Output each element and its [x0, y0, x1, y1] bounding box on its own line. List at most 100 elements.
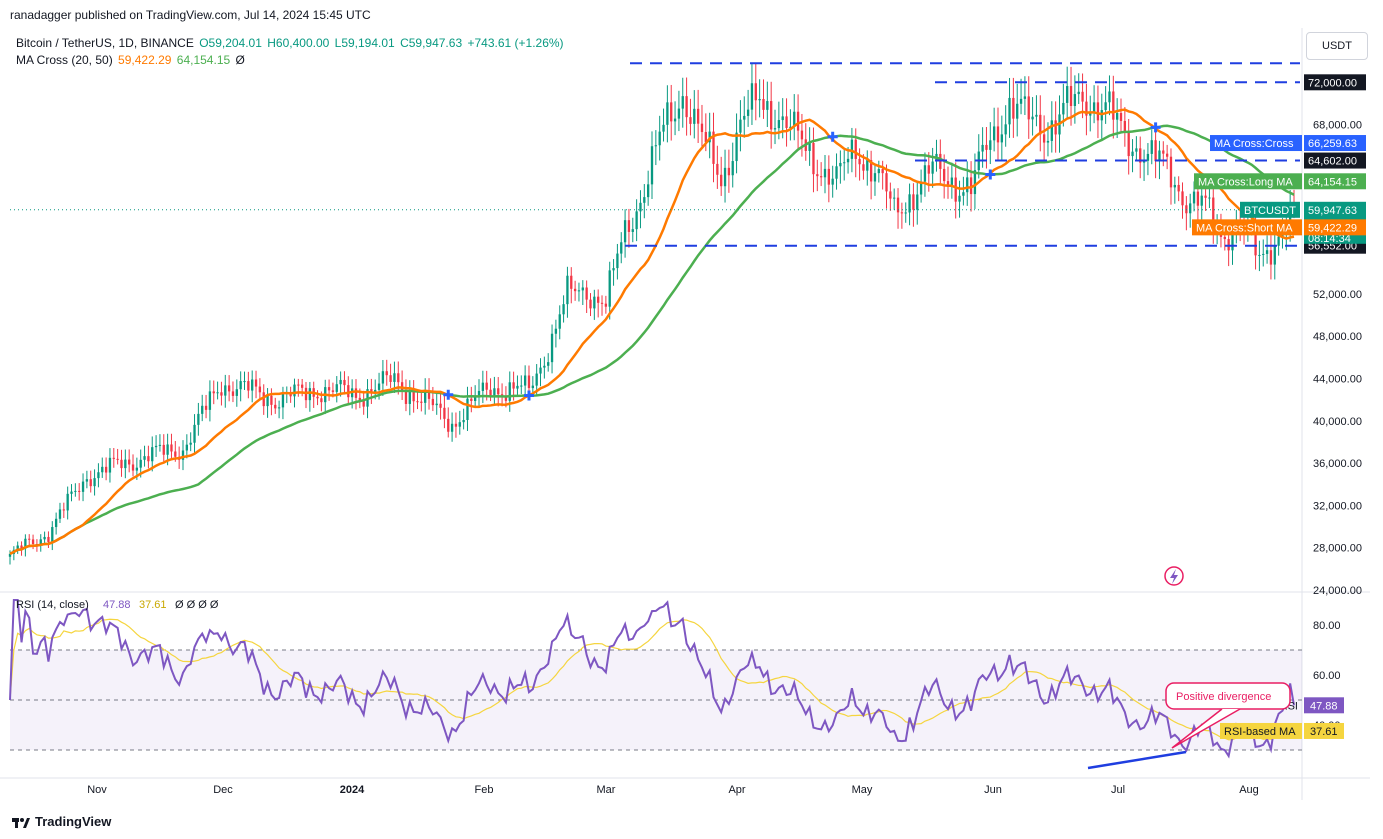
ohlc-change: +743.61 (+1.26%) [467, 36, 564, 50]
candle-body [231, 391, 235, 396]
candle-body [923, 165, 927, 182]
candle-body [1042, 134, 1046, 143]
ma-cross-marker [827, 131, 838, 142]
candle-body [823, 168, 827, 178]
candle-body [154, 445, 158, 448]
candle-body [739, 119, 742, 133]
candle-body [754, 83, 757, 101]
candle-body [439, 403, 442, 408]
candle-body [43, 536, 46, 540]
candle-body [800, 130, 804, 140]
candle-body [424, 390, 427, 403]
candle-body [104, 466, 108, 473]
candle-body [374, 389, 377, 393]
candle-body [1254, 226, 1257, 256]
candle-body [996, 126, 1000, 143]
candle-body [1000, 134, 1003, 143]
candle-body [693, 108, 696, 124]
candle-body [470, 398, 473, 401]
candle-body [1012, 97, 1015, 119]
price-tick-label: 32,000.00 [1313, 500, 1362, 512]
candle-body [981, 144, 984, 152]
candle-body [466, 398, 469, 421]
candle-body [335, 384, 338, 392]
divergence-trendline[interactable] [1087, 750, 1187, 770]
level-price-tag-text: 72,000.00 [1308, 77, 1357, 89]
ma-long-line [9, 124, 1295, 555]
candle-body [16, 545, 19, 550]
price-tick-label: 24,000.00 [1313, 585, 1362, 597]
candle-body [639, 202, 642, 212]
candle-body [128, 459, 131, 465]
time-tick-label: Nov [87, 784, 107, 796]
candle-body [408, 391, 411, 404]
candle-body [1135, 148, 1138, 152]
candle-body [1027, 96, 1030, 120]
candle-body [251, 379, 254, 391]
alert-icon[interactable] [1164, 566, 1184, 586]
candle-body [662, 124, 665, 132]
candle-body [481, 382, 485, 391]
candle-body [1192, 191, 1196, 204]
candle-body [31, 539, 35, 545]
candle-body [189, 442, 192, 445]
candle-body [131, 464, 135, 471]
candle-body [24, 538, 27, 549]
candle-body [308, 388, 312, 401]
candle-body [673, 118, 677, 122]
candle-body [808, 142, 811, 151]
candle-body [1150, 140, 1153, 154]
candle-body [174, 451, 177, 457]
candle-body [946, 181, 950, 187]
ma-cross-tag-text: MA Cross:Cross [1214, 138, 1294, 150]
candle-body [1265, 250, 1269, 254]
candle-body [604, 303, 608, 307]
candle-body [504, 396, 508, 401]
candle-body [512, 382, 515, 389]
candle-body [1019, 98, 1023, 104]
symbol-name[interactable]: Bitcoin / TetherUS, 1D, BINANCE [16, 36, 194, 50]
level-price-tag-text: 64,602.00 [1308, 156, 1357, 168]
candle-body [746, 109, 750, 116]
price-tick-label: 44,000.00 [1313, 373, 1362, 385]
candle-body [412, 391, 415, 402]
candle-body [377, 383, 381, 390]
candle-body [700, 123, 704, 133]
candle-body [1269, 250, 1273, 265]
price-tick-label: 48,000.00 [1313, 331, 1362, 343]
candle-body [989, 140, 992, 150]
candle-body [62, 509, 65, 511]
currency-button[interactable]: USDT [1306, 32, 1368, 60]
candle-body [1116, 112, 1119, 120]
candle-body [301, 384, 304, 388]
candle-body [566, 275, 569, 305]
candle-body [781, 116, 784, 121]
candle-body [1142, 160, 1146, 163]
candle-body [1231, 234, 1234, 251]
candle-body [497, 388, 500, 395]
candle-body [139, 459, 142, 468]
candle-body [266, 395, 269, 407]
time-tick-label: 2024 [340, 784, 365, 796]
ma-cross-marker [443, 389, 454, 400]
rsi-ma-value: 37.61 [139, 599, 167, 611]
alert-bolt-icon [1170, 569, 1178, 584]
candle-body [1262, 253, 1265, 255]
candle-body [389, 375, 392, 382]
candle-body [1089, 112, 1092, 116]
rsi-title[interactable]: RSI (14, close) [16, 599, 89, 611]
candle-body [254, 379, 258, 387]
candle-body [181, 450, 185, 460]
ma-short-tag-text: MA Cross:Short MA [1196, 222, 1293, 234]
candle-body [916, 194, 919, 210]
candle-body [931, 161, 934, 174]
candle-body [116, 458, 119, 460]
ma-long-value-tag [1304, 173, 1366, 190]
candle-body [74, 490, 77, 492]
candle-body [239, 381, 242, 390]
ma-cross-label[interactable]: MA Cross (20, 50) [16, 53, 113, 67]
candle-body [489, 389, 492, 396]
candle-body [654, 145, 658, 147]
candle-body [1146, 153, 1150, 161]
